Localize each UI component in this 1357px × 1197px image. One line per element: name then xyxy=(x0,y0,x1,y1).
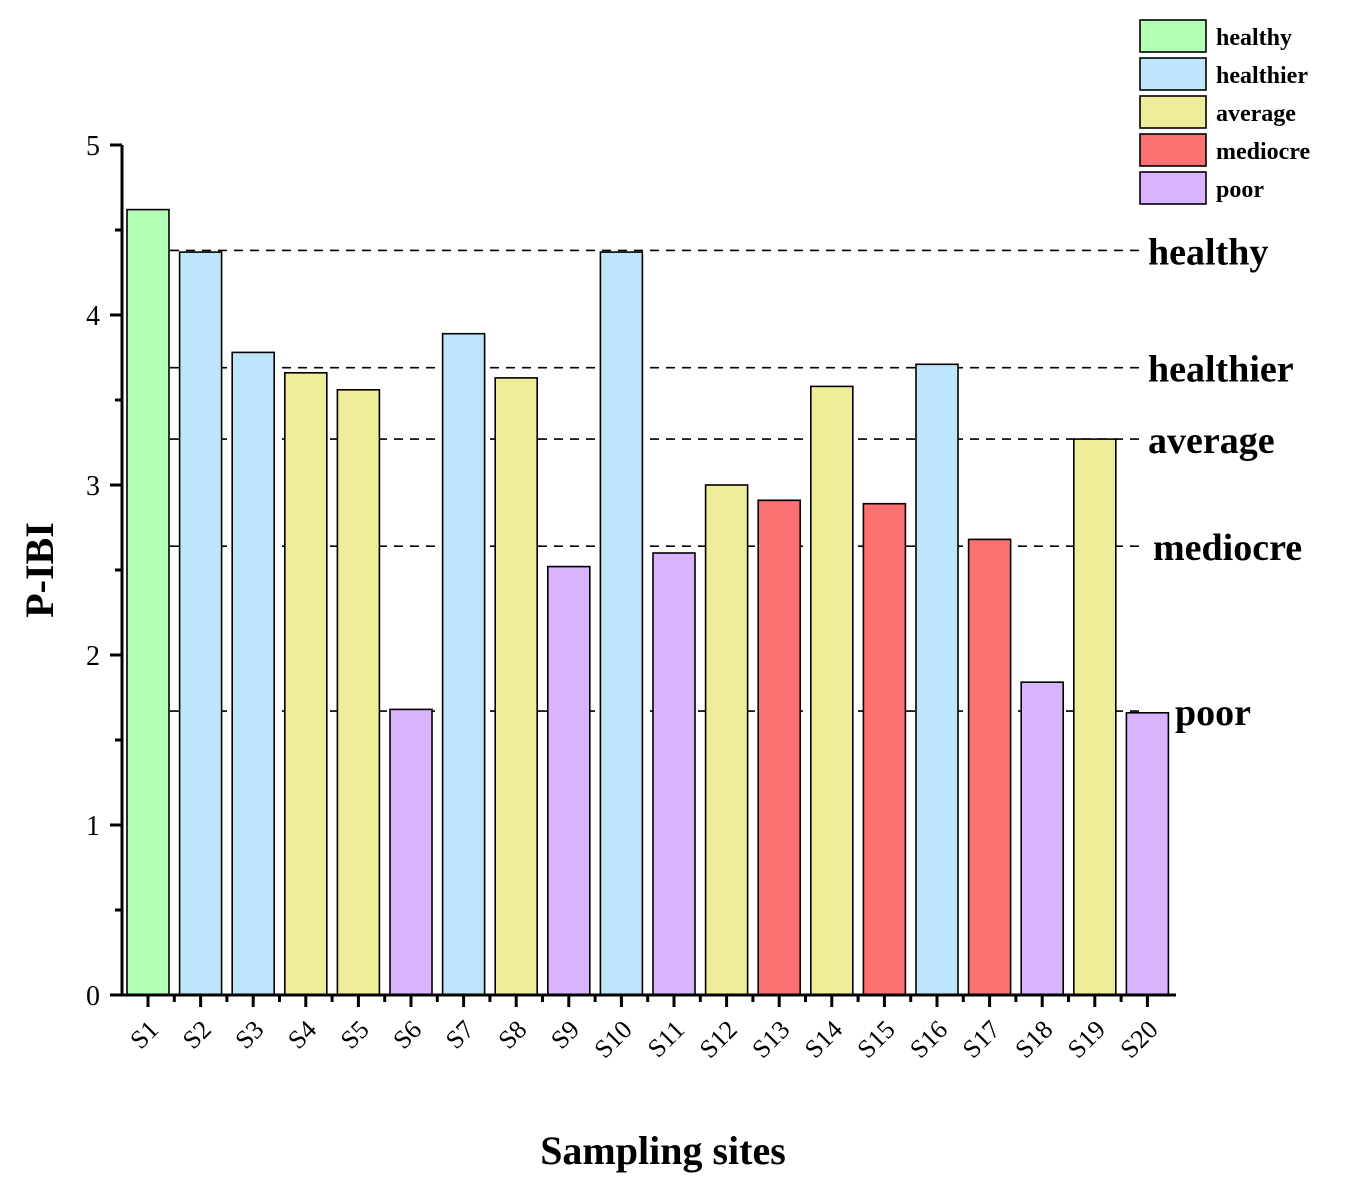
legend-swatch-average xyxy=(1139,95,1207,129)
bar-S11 xyxy=(652,552,696,996)
bar-S3 xyxy=(231,351,275,996)
legend-swatch-healthy xyxy=(1139,19,1207,53)
bar-S18 xyxy=(1020,681,1065,996)
x-tick-label: S2 xyxy=(177,1015,217,1055)
x-tick-label: S20 xyxy=(1115,1015,1164,1064)
bars xyxy=(126,208,1170,996)
bar-S4 xyxy=(283,371,328,996)
y-tick-label: 5 xyxy=(86,131,100,162)
y-ticks: 0 1 2 3 4 5 xyxy=(86,131,122,1012)
legend-label: healthier xyxy=(1216,63,1308,89)
x-tick-label: S11 xyxy=(642,1015,690,1063)
threshold-label-healthy: healthy xyxy=(1148,231,1268,273)
x-tick-label: S6 xyxy=(387,1015,427,1055)
x-tick-label: S15 xyxy=(852,1015,901,1064)
x-tick-label: S17 xyxy=(957,1015,1006,1064)
legend-swatch-mediocre xyxy=(1139,133,1207,167)
y-tick-label: 1 xyxy=(86,811,100,842)
x-tick-label: S9 xyxy=(545,1015,585,1055)
bar-S7 xyxy=(441,332,486,996)
x-tick-label: S5 xyxy=(335,1015,375,1055)
bar-S10 xyxy=(599,251,644,996)
threshold-label-poor: poor xyxy=(1175,692,1251,734)
legend-label: poor xyxy=(1216,177,1264,203)
legend-label: average xyxy=(1216,101,1296,127)
axes xyxy=(120,145,1176,997)
bar-S13 xyxy=(757,499,802,996)
threshold-label-mediocre: mediocre xyxy=(1153,527,1302,569)
y-tick-label: 2 xyxy=(86,641,100,672)
bar-S5 xyxy=(336,388,381,996)
bar-S15 xyxy=(862,502,907,996)
legend-swatch-healthier xyxy=(1139,57,1207,91)
x-tick-label: S16 xyxy=(904,1015,953,1064)
x-tick-label: S1 xyxy=(124,1015,164,1055)
y-tick-label: 4 xyxy=(86,301,100,332)
x-tick-label: S8 xyxy=(493,1015,533,1055)
bar-S8 xyxy=(494,377,539,996)
bar-S14 xyxy=(809,385,854,996)
x-axis-title: Sampling sites xyxy=(540,1128,786,1173)
legend-label: healthy xyxy=(1216,25,1292,51)
x-tick-label: S4 xyxy=(282,1015,322,1055)
bar-S1 xyxy=(126,208,170,996)
bar-S6 xyxy=(389,708,433,996)
legend-label: mediocre xyxy=(1216,139,1311,165)
threshold-label-healthier: healthier xyxy=(1148,349,1294,391)
legend-swatch-poor xyxy=(1139,171,1207,205)
x-tick-label: S13 xyxy=(746,1015,795,1064)
threshold-labels: healthy healthier average mediocre poor xyxy=(1148,231,1302,734)
x-tick-label: S3 xyxy=(230,1015,270,1055)
bar-S16 xyxy=(915,363,959,996)
y-tick-label: 3 xyxy=(86,471,100,502)
bar-S12 xyxy=(704,484,749,996)
x-tick-label: S7 xyxy=(440,1015,480,1055)
threshold-label-average: average xyxy=(1148,420,1275,462)
legend: healthy healthier average mediocre poor xyxy=(1139,19,1311,205)
x-tick-label: S19 xyxy=(1062,1015,1111,1064)
x-ticks: S1 S2 S3 S4 S5 S6 S7 S8 S9 S10 S11 S12 S13 S14 S15 S16 S… xyxy=(124,995,1164,1064)
y-axis-title: P-IBI xyxy=(17,522,62,618)
x-tick-label: S18 xyxy=(1009,1015,1058,1064)
x-tick-label: S10 xyxy=(589,1015,638,1064)
x-tick-label: S12 xyxy=(694,1015,743,1064)
bar-S20 xyxy=(1125,711,1170,996)
bar-S17 xyxy=(967,538,1012,996)
bar-S19 xyxy=(1073,438,1117,996)
x-tick-label: S14 xyxy=(799,1015,848,1064)
bar-S2 xyxy=(178,251,223,996)
y-tick-label: 0 xyxy=(86,981,100,1012)
bar-S9 xyxy=(546,565,591,996)
